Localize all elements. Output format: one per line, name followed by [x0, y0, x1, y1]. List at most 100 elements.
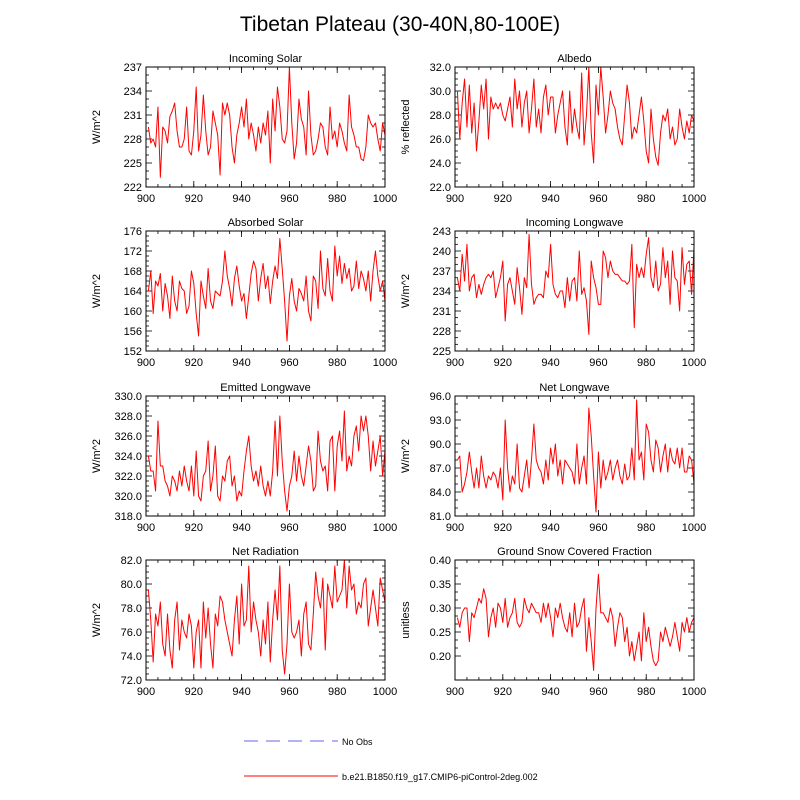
- y-tick-label: 0.40: [430, 555, 451, 567]
- y-tick-label: 225: [433, 346, 451, 358]
- x-tick-label: 940: [541, 522, 559, 534]
- x-tick-label: 980: [637, 193, 655, 205]
- panel-emitted-longwave: Emitted Longwave W/m^2 900 920 940 960 980 1000…: [91, 382, 397, 534]
- x-tick-label: 980: [328, 522, 346, 534]
- y-tick-label: 74.0: [121, 651, 142, 663]
- x-tick-label: 980: [637, 522, 655, 534]
- series-line-incoming-solar: [147, 66, 386, 178]
- y-tick-label: 228: [124, 134, 142, 146]
- y-tick-label: 172: [124, 246, 142, 258]
- x-tick-label: 920: [494, 357, 512, 369]
- panel-title: Emitted Longwave: [220, 382, 311, 394]
- panel-net-radiation: Net Radiation W/m^2 900 920 940 960 980 1000 72.…: [91, 546, 397, 698]
- panel-title: Absorbed Solar: [228, 217, 304, 229]
- y-tick-label: 76.0: [121, 627, 142, 639]
- x-tick-label: 900: [446, 522, 464, 534]
- y-tick-label: 24.0: [430, 158, 451, 170]
- y-axis-label: W/m^2: [91, 439, 103, 473]
- x-tick-label: 920: [185, 686, 203, 698]
- series-line-ground-snow-covered-fraction: [456, 573, 695, 671]
- x-tick-label: 940: [541, 357, 559, 369]
- y-tick-label: 30.0: [430, 86, 451, 98]
- y-axis-label: W/m^2: [400, 274, 412, 308]
- panel-title: Ground Snow Covered Fraction: [497, 546, 652, 558]
- legend-model-label: b.e21.B1850.f19_g17.CMIP6-piControl-2deg…: [342, 772, 538, 782]
- y-axis-label: W/m^2: [91, 110, 103, 144]
- x-tick-label: 920: [494, 193, 512, 205]
- x-tick-label: 960: [589, 686, 607, 698]
- y-tick-label: 82.0: [121, 555, 142, 567]
- y-tick-label: 176: [124, 226, 142, 238]
- y-tick-label: 168: [124, 266, 142, 278]
- y-tick-label: 152: [124, 346, 142, 358]
- panels: Incoming Solar W/m^2 900 920 940 960 980 1000 22…: [91, 53, 706, 698]
- panel-albedo: Albedo % reflected 900 920 940 960 980 1000 22.0…: [400, 53, 706, 205]
- x-tick-label: 940: [232, 522, 250, 534]
- y-axis-label: unitless: [400, 601, 412, 639]
- y-tick-label: 234: [124, 86, 142, 98]
- panel-ground-snow-covered-fraction: Ground Snow Covered Fraction unitless 900 9…: [400, 546, 706, 698]
- x-tick-label: 920: [185, 522, 203, 534]
- y-tick-label: 96.0: [430, 391, 451, 403]
- x-tick-label: 940: [541, 193, 559, 205]
- plot-frame: [145, 559, 386, 681]
- y-axis-label: W/m^2: [91, 603, 103, 637]
- x-tick-label: 920: [494, 522, 512, 534]
- y-tick-label: 322.0: [114, 471, 142, 483]
- plot-frame: [454, 395, 695, 517]
- x-tick-label: 1000: [373, 686, 397, 698]
- x-tick-label: 940: [541, 686, 559, 698]
- x-tick-label: 920: [185, 193, 203, 205]
- x-tick-label: 1000: [682, 357, 706, 369]
- x-tick-label: 960: [589, 357, 607, 369]
- panel-incoming-solar: Incoming Solar W/m^2 900 920 940 960 980 1000 22…: [91, 53, 397, 205]
- y-tick-label: 231: [124, 110, 142, 122]
- y-tick-label: 93.0: [430, 415, 451, 427]
- x-tick-label: 1000: [373, 357, 397, 369]
- y-tick-label: 222: [124, 182, 142, 194]
- y-tick-label: 225: [124, 158, 142, 170]
- y-tick-label: 164: [124, 286, 142, 298]
- y-tick-label: 326.0: [114, 431, 142, 443]
- plot-frame: [454, 66, 695, 188]
- panel-title: Net Radiation: [232, 546, 299, 558]
- x-tick-label: 980: [637, 357, 655, 369]
- y-tick-label: 80.0: [121, 579, 142, 591]
- x-tick-label: 1000: [682, 193, 706, 205]
- y-tick-label: 240: [433, 246, 451, 258]
- y-tick-label: 32.0: [430, 62, 451, 74]
- panel-incoming-longwave: Incoming Longwave W/m^2 900 920 940 960 980 100…: [400, 217, 706, 369]
- x-tick-label: 900: [446, 193, 464, 205]
- x-tick-label: 980: [328, 193, 346, 205]
- plot-frame: [145, 230, 386, 352]
- y-tick-label: 320.0: [114, 491, 142, 503]
- plot-frame: [454, 230, 695, 352]
- y-tick-label: 0.20: [430, 651, 451, 663]
- x-tick-label: 900: [137, 193, 155, 205]
- y-tick-label: 330.0: [114, 391, 142, 403]
- y-tick-label: 156: [124, 326, 142, 338]
- x-tick-label: 1000: [682, 686, 706, 698]
- y-tick-label: 231: [433, 306, 451, 318]
- y-tick-label: 237: [433, 266, 451, 278]
- x-tick-label: 1000: [682, 522, 706, 534]
- x-tick-label: 980: [637, 686, 655, 698]
- x-tick-label: 900: [137, 522, 155, 534]
- y-tick-label: 90.0: [430, 439, 451, 451]
- y-axis-label: W/m^2: [400, 439, 412, 473]
- series-line-incoming-longwave: [456, 233, 695, 335]
- series-line-emitted-longwave: [147, 410, 386, 512]
- x-tick-label: 900: [137, 357, 155, 369]
- panel-title: Incoming Solar: [229, 53, 303, 65]
- y-tick-label: 84.0: [430, 487, 451, 499]
- panel-title: Albedo: [557, 53, 591, 65]
- x-tick-label: 960: [280, 522, 298, 534]
- y-tick-label: 234: [433, 286, 451, 298]
- panel-absorbed-solar: Absorbed Solar W/m^2 900 920 940 960 980 1000 15…: [91, 217, 397, 369]
- x-tick-label: 980: [328, 686, 346, 698]
- x-tick-label: 920: [494, 686, 512, 698]
- x-tick-label: 960: [589, 193, 607, 205]
- plot-frame: [145, 395, 386, 517]
- x-tick-label: 960: [589, 522, 607, 534]
